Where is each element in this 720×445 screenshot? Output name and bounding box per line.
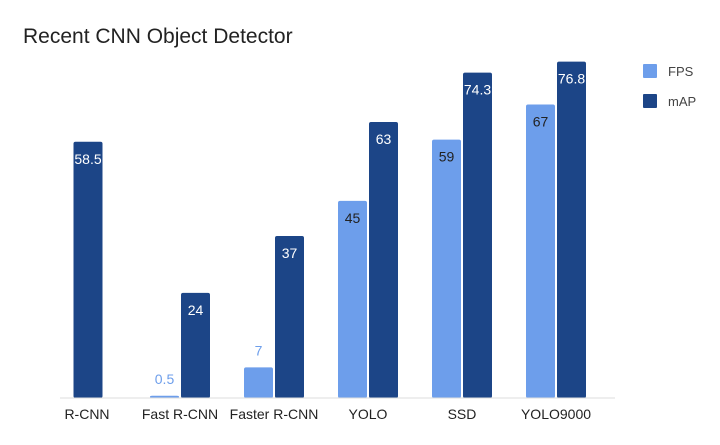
legend: FPS mAP: [643, 64, 696, 109]
category-label-yolo9000: YOLO9000: [521, 406, 591, 422]
category-label-r-cnn: R-CNN: [64, 406, 109, 422]
value-label-map-yolo9000: 76.8: [558, 71, 585, 87]
bar-fps-yolo9000: [526, 104, 555, 398]
value-label-fps-yolo9000: 67: [533, 114, 549, 130]
value-label-fps-yolo: 45: [345, 210, 361, 226]
value-label-map-faster-r-cnn: 37: [282, 245, 298, 261]
bar-map-r-cnn: [73, 141, 103, 398]
value-labels-layer: 58.5 0.5 24 7 37 45 63 59 74.3 67 76.8: [74, 71, 585, 387]
bar-map-ssd: [463, 72, 492, 398]
category-label-fast-r-cnn: Fast R-CNN: [142, 406, 218, 422]
legend-swatch-fps: [643, 64, 657, 78]
bar-fps-yolo: [338, 200, 367, 398]
bar-fps-fast-r-cnn: [150, 395, 179, 398]
legend-label-map: mAP: [668, 94, 696, 109]
legend-swatch-map: [643, 94, 657, 108]
bar-fps-faster-r-cnn: [244, 367, 273, 398]
bar-map-yolo9000: [557, 61, 586, 399]
value-label-fps-fast-r-cnn: 0.5: [155, 371, 175, 387]
bars-layer: [73, 61, 586, 399]
category-label-faster-r-cnn: Faster R-CNN: [230, 406, 319, 422]
category-label-ssd: SSD: [448, 406, 477, 422]
bar-map-yolo: [369, 122, 398, 398]
value-label-fps-ssd: 59: [439, 149, 455, 165]
chart-title: Recent CNN Object Detector: [23, 25, 293, 48]
category-label-yolo: YOLO: [349, 406, 388, 422]
category-labels: R-CNN Fast R-CNN Faster R-CNN YOLO SSD YOLO90…: [64, 406, 591, 422]
value-label-fps-faster-r-cnn: 7: [255, 342, 263, 358]
bar-map-faster-r-cnn: [275, 235, 304, 398]
bar-fps-ssd: [432, 139, 461, 398]
value-label-map-fast-r-cnn: 24: [188, 302, 204, 318]
bar-map-fast-r-cnn: [181, 292, 210, 398]
legend-label-fps: FPS: [668, 64, 694, 79]
value-label-map-ssd: 74.3: [464, 82, 491, 98]
value-label-map-yolo: 63: [376, 131, 392, 147]
value-label-map-r-cnn: 58.5: [74, 151, 101, 167]
